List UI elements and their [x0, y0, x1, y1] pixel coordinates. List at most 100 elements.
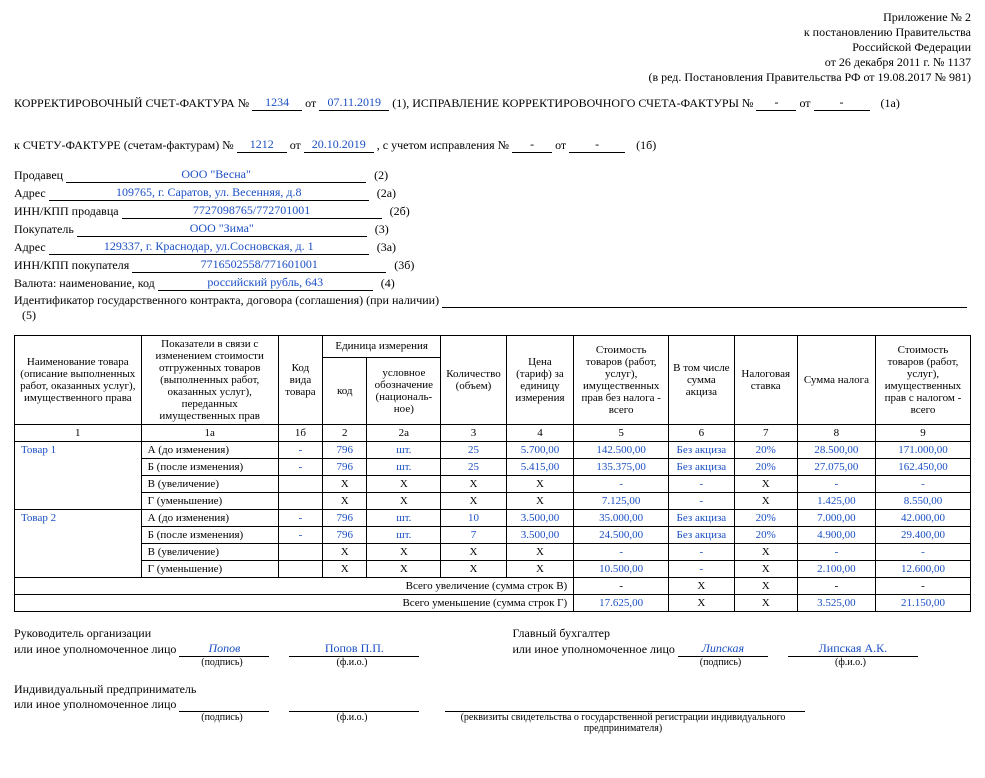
- table-cell: 7: [441, 527, 506, 544]
- ip-block: Индивидуальный предприниматель или иное …: [14, 682, 971, 734]
- table-cell: 10: [441, 510, 506, 527]
- ip-lbl1: Индивидуальный предприниматель: [14, 682, 971, 697]
- table-head: Наименование товара (описание выполненны…: [15, 336, 971, 442]
- table-cell: Х: [669, 595, 734, 612]
- title-ot: от: [305, 96, 316, 110]
- cur-val: российский рубль, 643: [158, 275, 373, 291]
- table-cell: -: [278, 442, 322, 459]
- gb-lbl2: или иное уполномоченное лицо: [513, 642, 675, 656]
- th-7: Налоговая ставка: [734, 336, 797, 425]
- table-cell: 3.525,00: [797, 595, 875, 612]
- table-cell: 42.000,00: [875, 510, 970, 527]
- ip-lbl2: или иное уполномоченное лицо: [14, 697, 176, 711]
- table-cell: Х: [441, 493, 506, 510]
- gb-fio: Липская А.К.: [788, 641, 918, 657]
- gb-cap-sign: (подпись): [676, 657, 766, 668]
- title-row: КОРРЕКТИРОВОЧНЫЙ СЧЕТ-ФАКТУРА № 1234 от …: [14, 95, 971, 111]
- thn-2: 2: [323, 425, 367, 442]
- table-cell: 20%: [734, 510, 797, 527]
- inn-b-val: 7716502558/771601001: [132, 257, 386, 273]
- thn-3: 3: [441, 425, 506, 442]
- table-cell: Х: [367, 544, 441, 561]
- table-cell: Х: [323, 544, 367, 561]
- table-cell: 796: [323, 510, 367, 527]
- thn-4: 4: [506, 425, 574, 442]
- gb-lbl1: Главный бухгалтер: [513, 626, 972, 641]
- th-6: В том числе сумма акциза: [669, 336, 734, 425]
- table-cell: 5.415,00: [506, 459, 574, 476]
- seller-addr-lbl: Адрес: [14, 186, 46, 200]
- table-cell: 2.100,00: [797, 561, 875, 578]
- buyer-addr-n: (3а): [377, 240, 396, 254]
- table-cell: [278, 544, 322, 561]
- title-b1: -: [756, 95, 796, 111]
- title-t1: КОРРЕКТИРОВОЧНЫЙ СЧЕТ-ФАКТУРА №: [14, 96, 249, 110]
- table-cell: Х: [441, 544, 506, 561]
- table-cell: -: [797, 476, 875, 493]
- ruk-cap-sign: (подпись): [177, 657, 267, 668]
- gk-val: [442, 293, 967, 308]
- table-cell: Х: [441, 561, 506, 578]
- table-cell: 20%: [734, 459, 797, 476]
- ref-date: 20.10.2019: [304, 137, 374, 153]
- table-cell: 12.600,00: [875, 561, 970, 578]
- table-cell: А (до изменения): [141, 442, 278, 459]
- inn-s-lbl: ИНН/КПП продавца: [14, 204, 119, 218]
- table-cell: 3.500,00: [506, 527, 574, 544]
- table-row: Б (после изменения)-796шт.255.415,00135.…: [15, 459, 971, 476]
- table-cell: 24.500,00: [574, 527, 669, 544]
- ruk-fio: Попов П.П.: [289, 641, 419, 657]
- table-row: Товар 2А (до изменения)-796шт.103.500,00…: [15, 510, 971, 527]
- goods-name: Товар 1: [15, 442, 142, 510]
- table-cell: -: [669, 561, 734, 578]
- table-cell: шт.: [367, 527, 441, 544]
- ref-num: 1212: [237, 137, 287, 153]
- table-cell: -: [875, 476, 970, 493]
- table-cell: -: [574, 578, 669, 595]
- table-cell: 7.125,00: [574, 493, 669, 510]
- table-cell: -: [797, 544, 875, 561]
- seller-val: ООО "Весна": [66, 167, 366, 183]
- buyer-addr-val: 129337, г. Краснодар, ул.Сосновская, д. …: [49, 239, 369, 255]
- table-cell: Без акциза: [669, 459, 734, 476]
- table-cell: -: [875, 578, 970, 595]
- ip-cap-rekv: (реквизиты свидетельства о государственн…: [443, 712, 803, 734]
- th-2g: Единица измерения: [323, 336, 441, 358]
- seller-addr-val: 109765, г. Саратов, ул. Весенняя, д.8: [49, 185, 369, 201]
- seller-addr-n: (2а): [377, 186, 396, 200]
- table-cell: -: [574, 476, 669, 493]
- table-cell: 10.500,00: [574, 561, 669, 578]
- thn-1a: 1а: [141, 425, 278, 442]
- table-cell: Х: [734, 544, 797, 561]
- thn-9: 9: [875, 425, 970, 442]
- table-cell: 171.000,00: [875, 442, 970, 459]
- header-right: Приложение № 2 к постановлению Правитель…: [14, 10, 971, 85]
- ruk-cap-fio: (ф.и.о.): [287, 657, 417, 668]
- th-1: Наименование товара (описание выполненны…: [15, 336, 142, 425]
- thn-2a: 2а: [367, 425, 441, 442]
- table-cell: Х: [669, 578, 734, 595]
- hdr-l5: (в ред. Постановления Правительства РФ о…: [14, 70, 971, 85]
- table-row: В (увеличение)ХХХХ--Х--: [15, 476, 971, 493]
- buyer-addr-lbl: Адрес: [14, 240, 46, 254]
- table-cell: Х: [506, 493, 574, 510]
- table-cell: [278, 476, 322, 493]
- table-cell: Б (после изменения): [141, 459, 278, 476]
- table-cell: Х: [441, 476, 506, 493]
- ref-b1: -: [512, 137, 552, 153]
- title-b2: -: [814, 95, 870, 111]
- table-cell: 25: [441, 442, 506, 459]
- gk-n: (5): [22, 308, 36, 322]
- invoice-table: Наименование товара (описание выполненны…: [14, 335, 971, 612]
- table-row: Г (уменьшение)ХХХХ10.500,00-Х2.100,0012.…: [15, 561, 971, 578]
- table-cell: 796: [323, 442, 367, 459]
- table-cell: 4.900,00: [797, 527, 875, 544]
- buyer-lbl: Покупатель: [14, 222, 74, 236]
- table-cell: Х: [323, 561, 367, 578]
- ref-pre: к СЧЕТУ-ФАКТУРЕ (счетам-фактурам) №: [14, 138, 234, 152]
- ruk-lbl2: или иное уполномоченное лицо: [14, 642, 176, 656]
- table-cell: 21.150,00: [875, 595, 970, 612]
- table-cell: Х: [367, 476, 441, 493]
- table-row: В (увеличение)ХХХХ--Х--: [15, 544, 971, 561]
- table-cell: -: [669, 544, 734, 561]
